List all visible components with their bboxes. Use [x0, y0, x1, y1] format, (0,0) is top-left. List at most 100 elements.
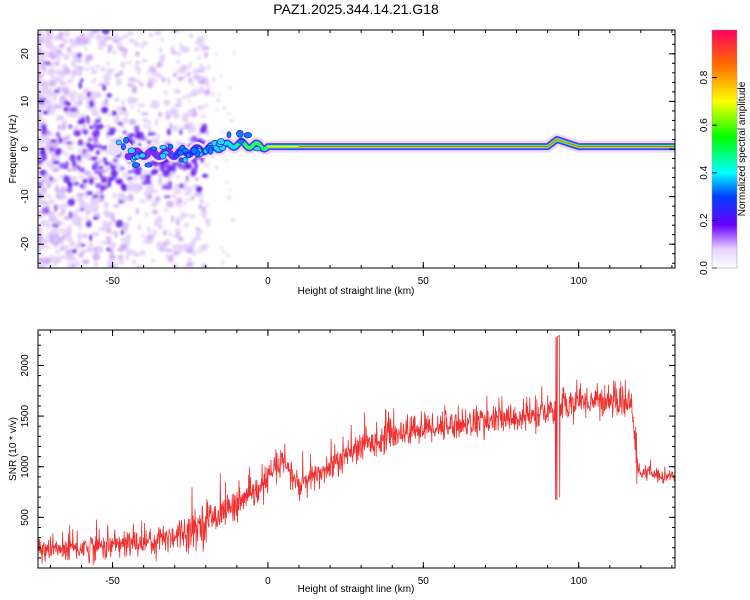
signal-blob	[201, 123, 208, 131]
signal-blob	[69, 154, 76, 162]
noise-blob	[52, 94, 57, 102]
noise-blob	[93, 261, 99, 268]
spectrogram-panel: -50 0 50 100 -20 -10 0 10 20 Height of straight…	[8, 29, 676, 297]
noise-blob	[172, 244, 177, 252]
noise-blob	[63, 54, 70, 61]
noise-blob	[103, 73, 112, 82]
noise-blob	[139, 199, 146, 204]
y-tick-label: -20	[20, 237, 31, 252]
noise-blob	[127, 193, 134, 202]
noise-blob	[116, 106, 124, 111]
signal-blob	[93, 121, 98, 129]
noise-blob	[216, 97, 220, 102]
noise-blob	[52, 168, 59, 173]
noise-blob	[220, 130, 226, 134]
noise-blob	[56, 55, 61, 64]
noise-blob	[150, 64, 155, 70]
noise-blob	[57, 211, 63, 218]
noise-blob	[38, 111, 41, 116]
noise-blob	[191, 195, 195, 201]
signal-blob	[67, 181, 73, 189]
signal-blob	[88, 144, 94, 152]
noise-blob	[56, 114, 62, 121]
signal-blob	[139, 137, 147, 141]
noise-blob	[78, 43, 85, 47]
noise-blob	[59, 175, 65, 179]
noise-blob	[105, 212, 112, 218]
noise-blob	[186, 261, 194, 268]
spectrogram-x-ticks: -50 0 50 100	[49, 30, 673, 287]
noise-blob	[176, 188, 182, 195]
noise-blob	[52, 217, 59, 225]
spectrogram-area	[38, 30, 675, 268]
noise-blob	[191, 128, 197, 134]
noise-blob	[206, 64, 211, 71]
noise-blob	[100, 67, 106, 73]
noise-blob	[177, 203, 183, 208]
noise-blob	[195, 41, 201, 46]
signal-blob	[98, 144, 102, 149]
signal-blob	[115, 219, 124, 228]
colorbar-label: Normalized spectral amplitude	[737, 81, 748, 216]
noise-blob	[38, 32, 45, 41]
noise-blob	[90, 106, 99, 115]
noise-blob	[137, 103, 145, 108]
noise-blob	[124, 112, 128, 118]
noise-blob	[151, 200, 159, 208]
noise-blob	[122, 172, 128, 179]
noise-blob	[176, 52, 182, 57]
noise-blob	[63, 244, 70, 249]
signal-blob	[100, 176, 107, 184]
noise-blob	[230, 217, 236, 223]
signal-blob	[141, 181, 146, 186]
noise-blob	[64, 151, 68, 157]
x-tick-label: 50	[418, 576, 430, 587]
noise-blob	[165, 110, 170, 118]
noise-blob	[203, 103, 208, 109]
signal-blob	[106, 180, 112, 188]
noise-blob	[180, 70, 186, 75]
spectral-ridge-band	[298, 139, 675, 148]
noise-blob	[90, 80, 95, 84]
x-tick-label: -50	[105, 576, 120, 587]
noise-blob	[38, 189, 45, 195]
signal-blob	[54, 204, 58, 212]
noise-blob	[85, 55, 92, 61]
noise-blob	[49, 41, 54, 50]
noise-blob	[66, 249, 74, 255]
noise-blob	[188, 33, 194, 39]
noise-blob	[187, 100, 192, 103]
noise-blob	[127, 233, 132, 241]
signal-blob	[65, 101, 72, 107]
noise-blob	[215, 107, 219, 113]
noise-blob	[150, 99, 159, 104]
noise-blob	[203, 210, 208, 214]
noise-blob	[173, 187, 177, 195]
noise-blob	[109, 242, 117, 248]
noise-blob	[94, 190, 101, 196]
noise-blob	[81, 259, 90, 265]
signal-blob	[122, 130, 127, 135]
noise-blob	[175, 59, 181, 64]
noise-blob	[214, 51, 218, 57]
signal-blob	[79, 167, 86, 173]
noise-blob	[59, 82, 68, 86]
ridge-blob	[178, 157, 184, 163]
noise-blob	[201, 45, 205, 49]
noise-blob	[197, 104, 204, 111]
noise-blob	[60, 38, 66, 42]
signal-blob	[49, 176, 53, 182]
snr-y-ticks: 500 1000 1500 2000	[20, 334, 675, 569]
signal-blob	[182, 165, 187, 171]
noise-blob	[91, 30, 100, 34]
snr-panel: -50 0 50 100 500 1000 1500 2000 Height of stra…	[8, 329, 676, 595]
noise-blob	[147, 119, 152, 126]
signal-blob	[95, 182, 102, 189]
noise-blob	[143, 189, 148, 196]
signal-blob	[106, 247, 111, 252]
noise-blob	[173, 113, 180, 119]
noise-blob	[48, 198, 55, 205]
noise-blob	[126, 61, 132, 65]
x-tick-label: 0	[265, 276, 271, 287]
signal-blob	[41, 207, 50, 214]
